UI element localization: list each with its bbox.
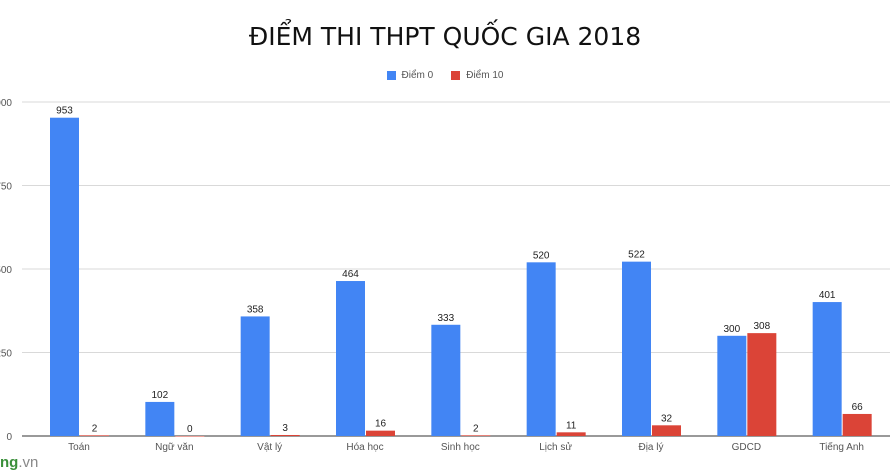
bar [80, 435, 109, 436]
bar [431, 324, 461, 436]
x-tick-label: Vật lý [257, 442, 282, 453]
x-tick-label: Ngữ văn [155, 442, 193, 453]
legend-swatch-series-1 [451, 71, 461, 80]
y-tick-label: 500 [0, 265, 12, 276]
y-tick-label: 1000 [0, 98, 12, 109]
data-label: 66 [852, 402, 864, 413]
bar [842, 413, 872, 436]
data-label: 0 [187, 424, 193, 435]
bar [270, 434, 300, 436]
data-label: 2 [92, 423, 98, 434]
legend-swatch-series-0 [386, 71, 396, 80]
y-tick-label: 250 [0, 349, 12, 360]
x-tick-label: Địa lý [638, 442, 663, 453]
data-label: 464 [342, 269, 359, 280]
bar [461, 435, 491, 436]
bar [336, 281, 365, 436]
bar [175, 436, 205, 437]
bar [145, 401, 175, 436]
data-label: 300 [723, 324, 740, 335]
bar [50, 117, 79, 436]
bar [366, 430, 395, 436]
bar [652, 425, 681, 436]
data-label: 333 [437, 313, 454, 324]
bar [622, 261, 651, 436]
x-tick-label: Toán [68, 442, 90, 453]
data-label: 11 [566, 420, 577, 431]
data-label: 3 [282, 423, 288, 434]
bar [526, 262, 556, 436]
data-label: 32 [661, 413, 673, 424]
x-tick-label: Hóa học [346, 442, 383, 453]
chart-title: ĐIỂM THI THPT QUỐC GIA 2018 [248, 22, 642, 51]
bar [747, 333, 777, 436]
data-label: 520 [533, 250, 550, 261]
data-label: 401 [819, 290, 836, 301]
legend-item-series-1[interactable]: Điểm 10 [451, 70, 503, 81]
x-tick-label: Sinh học [441, 442, 480, 453]
bar [240, 316, 270, 436]
y-tick-label: 750 [0, 182, 12, 193]
x-tick-label: GDCD [732, 442, 761, 453]
bar [556, 432, 586, 436]
legend-item-series-0[interactable]: Điểm 0 [386, 70, 434, 81]
y-tick-label: 0 [6, 432, 12, 443]
x-tick-label: Tiếng Anh [819, 441, 864, 453]
watermark: ng.vn [0, 454, 39, 471]
x-tick-label: Lịch sử [539, 441, 572, 453]
bar [717, 335, 747, 436]
legend-label-series-0: Điểm 0 [401, 70, 434, 81]
data-label: 16 [375, 419, 387, 430]
data-label: 308 [753, 321, 770, 332]
bar [812, 302, 842, 436]
data-label: 2 [473, 423, 479, 434]
data-label: 102 [151, 390, 168, 401]
legend: Điểm 0 Điểm 10 [0, 70, 890, 81]
data-label: 953 [56, 106, 73, 117]
data-label: 358 [247, 304, 264, 315]
legend-label-series-1: Điểm 10 [466, 70, 504, 81]
data-label: 522 [628, 250, 645, 261]
